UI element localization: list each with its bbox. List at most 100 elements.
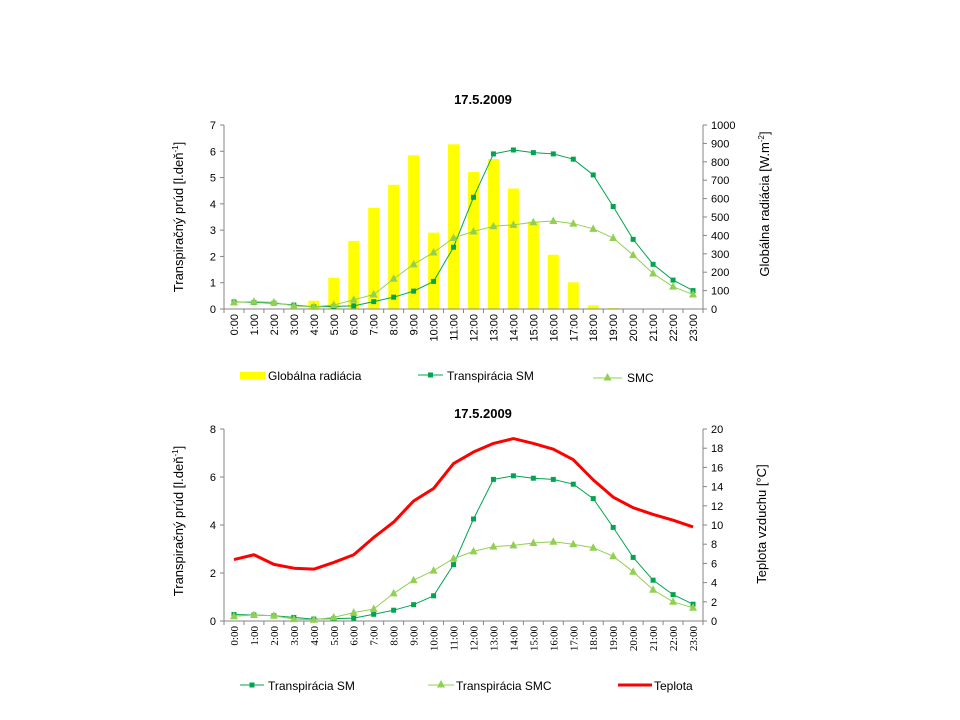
legend-label-temperature: Teplota [654, 679, 693, 693]
x-tick-label: 7:00 [369, 626, 381, 646]
point-smc [369, 290, 378, 298]
point-transpir-cia-sm [351, 303, 357, 309]
y2-tick-label: 2 [711, 597, 717, 609]
point-smc [629, 250, 638, 259]
x-tick-label: 0:00 [229, 314, 241, 335]
point-transpir-cia-sm [530, 150, 536, 156]
point-transpir-cia-smc [489, 542, 498, 550]
series-line-transpir-cia-smc [233, 541, 694, 621]
point-transpir-cia-smc [569, 539, 578, 548]
point-transpir-cia-smc [249, 610, 258, 618]
bar-global-radiation [348, 240, 360, 309]
point-smc [269, 297, 278, 306]
y2-tick-label: 14 [711, 482, 723, 494]
point-smc [589, 224, 598, 232]
point-transpir-cia-smc [629, 567, 638, 575]
point-transpir-cia-smc [589, 543, 598, 551]
y-tick-label: 7 [210, 120, 216, 132]
x-tick-label: 15:00 [528, 314, 540, 342]
point-smc [649, 269, 658, 277]
chart-2-temperature-transpiration: 17.5.2009 0 2 4 6 8 0 2 4 6 8 10 12 14 16 18 20 0:00 1:… [171, 406, 769, 693]
y2-tick-label: 0 [711, 304, 717, 316]
chart-2-title: 17.5.2009 [454, 406, 512, 421]
legend-label-transpiration-sm: Transpirácia SM [268, 679, 355, 693]
y-tick-label: 2 [210, 251, 216, 263]
point-transpir-cia-smc [349, 608, 358, 616]
point-smc [249, 297, 258, 305]
x-tick-label: 10:00 [429, 314, 441, 342]
point-smc [569, 219, 578, 227]
y2-tick-label: 300 [711, 249, 729, 261]
legend-marker-transpiration-sm [428, 372, 433, 378]
point-transpir-cia-sm [570, 481, 576, 487]
legend-label-transpiration-smc: Transpirácia SMC [456, 679, 552, 693]
point-smc [669, 282, 678, 290]
point-smc [509, 220, 518, 228]
point-transpir-cia-sm [610, 203, 616, 209]
x-tick-label: 8:00 [389, 314, 401, 335]
point-transpir-cia-sm [391, 607, 397, 613]
x-tick-label: 11:00 [449, 626, 461, 651]
x-tick-label: 15:00 [528, 626, 540, 652]
x-tick-label: 16:00 [548, 314, 560, 342]
y-tick-label: 6 [210, 472, 216, 484]
bar-global-radiation [587, 305, 599, 309]
point-transpir-cia-smc [529, 538, 538, 546]
y-tick-label: 1 [210, 278, 216, 290]
x-tick-label: 0:00 [229, 626, 241, 646]
x-tick-label: 20:00 [628, 314, 640, 342]
point-transpir-cia-smc [689, 603, 698, 611]
chart-1-radiation-transpiration: 17.5.2009 0 1 2 3 4 5 6 7 0 100 200 300 400 500 600 70… [171, 92, 772, 385]
chart-1-legend: Globálna radiácia Transpirácia SM SMC [240, 369, 654, 385]
chart-2-y-axis-label: Transpiračný prúd [l.deň-1] [171, 446, 186, 596]
legend-swatch-global-radiation [240, 372, 265, 379]
y2-tick-label: 10 [711, 520, 723, 532]
x-tick-label: 8:00 [389, 626, 401, 646]
x-tick-label: 19:00 [608, 626, 620, 652]
bar-global-radiation [567, 282, 579, 309]
bar-global-radiation [388, 184, 400, 309]
chart-1-bars [308, 144, 619, 309]
point-transpir-cia-smc [329, 612, 338, 621]
x-tick-label: 23:00 [688, 626, 700, 652]
legend-label-smc: SMC [627, 371, 654, 385]
x-tick-label: 21:00 [648, 626, 660, 652]
y2-tick-label: 8 [711, 539, 717, 551]
x-tick-label: 7:00 [369, 314, 381, 335]
x-tick-label: 6:00 [349, 626, 361, 646]
x-tick-label: 16:00 [548, 626, 560, 652]
x-tick-label: 3:00 [289, 626, 301, 646]
bar-global-radiation [487, 159, 499, 309]
point-transpir-cia-sm [510, 147, 516, 153]
point-smc [609, 233, 618, 242]
x-tick-label: 11:00 [449, 314, 461, 341]
point-transpir-cia-smc [469, 546, 478, 555]
point-transpir-cia-sm [650, 261, 656, 267]
point-transpir-cia-smc [669, 597, 678, 605]
point-smc [449, 233, 458, 242]
y2-tick-label: 12 [711, 501, 723, 513]
point-transpir-cia-smc [429, 566, 438, 574]
y-tick-label: 0 [210, 616, 216, 628]
point-transpir-cia-sm [371, 299, 377, 305]
point-transpir-cia-sm [411, 288, 417, 294]
bar-global-radiation [527, 221, 539, 309]
point-transpir-cia-smc [229, 611, 238, 620]
chart-1-y2-ticks: 0 100 200 300 400 500 600 700 800 900 1000 [703, 120, 735, 316]
point-transpir-cia-smc [449, 554, 458, 562]
x-tick-label: 9:00 [409, 314, 421, 335]
legend-marker-transpiration-smc [437, 680, 445, 688]
y2-tick-label: 200 [711, 267, 729, 279]
x-tick-label: 5:00 [329, 314, 341, 335]
point-smc [489, 221, 498, 230]
x-tick-label: 5:00 [329, 626, 341, 646]
bar-global-radiation [547, 254, 559, 309]
x-tick-label: 13:00 [488, 314, 500, 342]
x-tick-label: 1:00 [249, 626, 261, 646]
point-transpir-cia-sm [411, 602, 417, 608]
y2-tick-label: 500 [711, 212, 729, 224]
point-transpir-cia-sm [451, 244, 457, 250]
bar-global-radiation [328, 277, 340, 309]
chart-2-y-ticks: 0 2 4 6 8 [210, 424, 224, 628]
bar-global-radiation [507, 188, 519, 309]
